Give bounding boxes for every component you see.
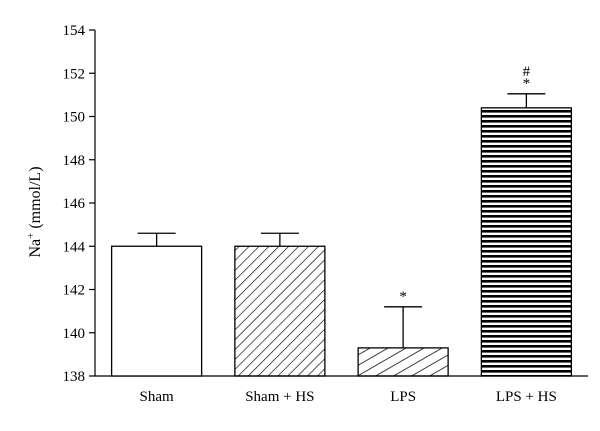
y-tick-label: 144 (63, 239, 86, 255)
y-tick-label: 142 (63, 283, 86, 299)
bar-2 (357, 347, 449, 377)
y-tick-label: 146 (63, 196, 86, 212)
annotations: * *# (399, 64, 530, 305)
x-tick-label: Sham (140, 389, 175, 405)
bar-1 (234, 245, 326, 377)
y-tick-label: 154 (63, 23, 86, 39)
x-tick-label: Sham + HS (245, 389, 314, 405)
y-tick-label: 140 (63, 326, 86, 342)
bars (110, 93, 573, 377)
x-tick-label: LPS (390, 389, 416, 405)
y-tick-label: 150 (63, 110, 86, 126)
category-labels: Sham Sham + HS LPS LPS + HS (140, 389, 557, 405)
bar-3 (480, 107, 573, 377)
y-tick-label: 138 (63, 369, 86, 385)
y-tick-label: 148 (63, 153, 86, 169)
y-axis: 138 140 142 144 146 148 150 152 154 (63, 23, 96, 385)
x-tick-label: LPS + HS (496, 389, 557, 405)
bar-0 (110, 245, 203, 377)
significance-marker-3: *# (523, 64, 531, 92)
y-axis-label: Na+ (mmol/L) (25, 166, 44, 257)
y-tick-label: 152 (63, 66, 86, 82)
significance-marker-2: * (399, 289, 407, 305)
